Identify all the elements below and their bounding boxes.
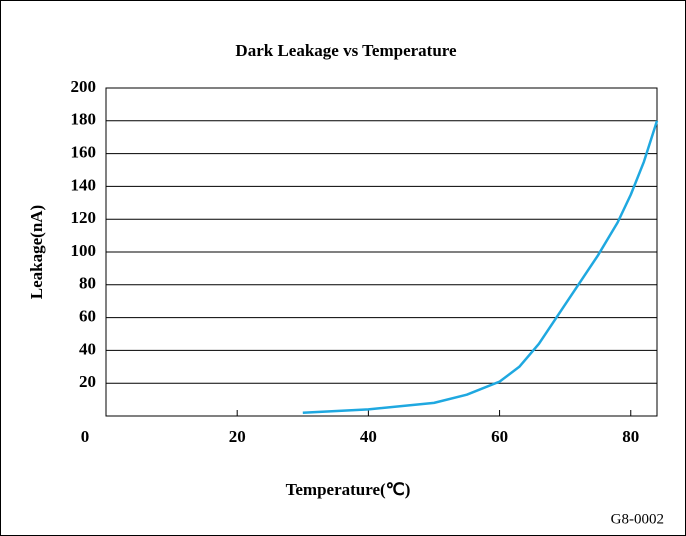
y-tick-label: 140: [71, 175, 97, 194]
x-tick-label: 20: [229, 427, 246, 446]
y-tick-label: 20: [79, 372, 96, 391]
annotation: G8-0002: [611, 511, 664, 527]
x-tick-label: 60: [491, 427, 508, 446]
y-tick-label: 40: [79, 339, 96, 358]
y-axis-label: Leakage(nA): [27, 205, 46, 299]
y-tick-label: 200: [71, 77, 97, 96]
line: [302, 120, 659, 414]
x-axis-label: Temperature(℃): [286, 480, 411, 499]
y-tick-label: 80: [79, 274, 96, 293]
x-tick-label: 0: [81, 427, 90, 446]
y-tick-label: 120: [71, 208, 97, 227]
y-tick-label: 160: [71, 143, 97, 162]
y-tick-label: 180: [71, 110, 97, 129]
y-tick-label: 60: [79, 307, 96, 326]
x-tick-label: 40: [360, 427, 377, 446]
y-tick-label: 100: [71, 241, 97, 260]
chart-title: Dark Leakage vs Temperature: [235, 41, 457, 60]
x-tick-label: 80: [622, 427, 639, 446]
